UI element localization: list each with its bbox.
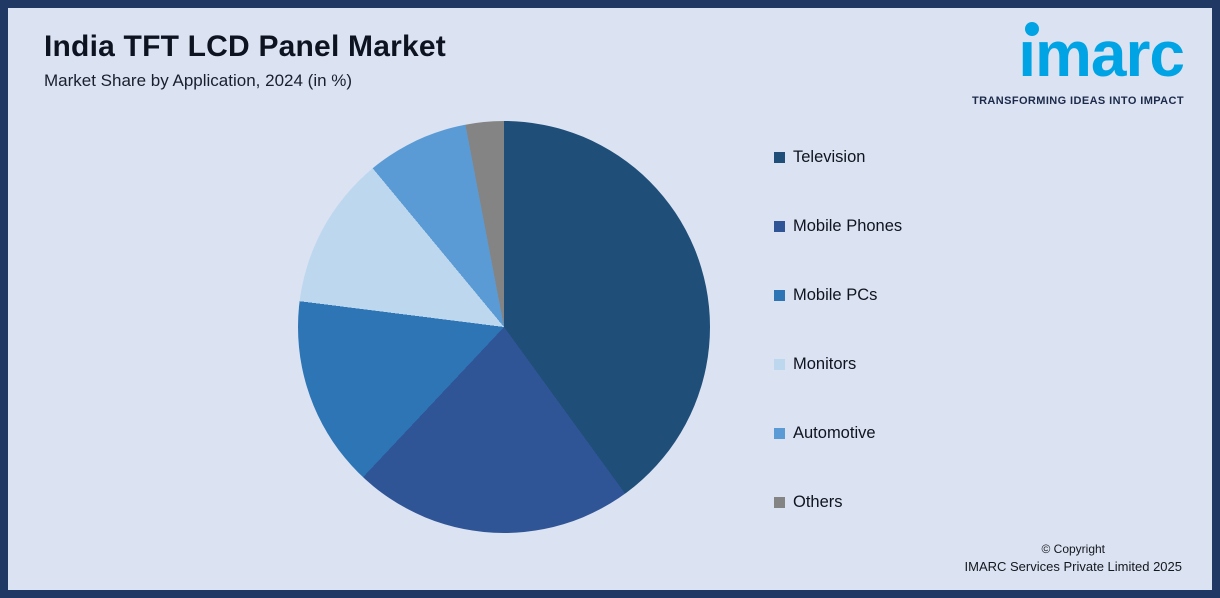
chart-legend: Television Mobile Phones Mobile PCs Moni… bbox=[774, 148, 902, 512]
imarc-logo-mark: ımarc bbox=[1018, 16, 1185, 93]
legend-swatch bbox=[774, 428, 785, 439]
legend-item-mobile-pcs: Mobile PCs bbox=[774, 286, 902, 305]
imarc-logo: ımarc TRANSFORMING IDEAS INTO IMPACT bbox=[946, 16, 1185, 107]
page-title: India TFT LCD Panel Market bbox=[44, 30, 446, 63]
legend-label: Others bbox=[793, 493, 843, 511]
logo-dot-icon bbox=[1025, 22, 1040, 36]
legend-label: Automotive bbox=[793, 424, 876, 442]
legend-label: Mobile Phones bbox=[793, 217, 903, 235]
legend-item-monitors: Monitors bbox=[774, 355, 902, 374]
legend-swatch bbox=[774, 359, 785, 370]
legend-label: Television bbox=[793, 148, 866, 166]
legend-item-others: Others bbox=[774, 493, 902, 512]
legend-label: Monitors bbox=[793, 355, 857, 373]
legend-item-automotive: Automotive bbox=[774, 424, 902, 443]
logo-text: ımarc bbox=[1018, 18, 1185, 90]
legend-swatch bbox=[774, 497, 785, 508]
legend-swatch bbox=[774, 221, 785, 232]
copyright-line: © Copyright bbox=[1041, 542, 1106, 556]
logo-tagline: TRANSFORMING IDEAS INTO IMPACT bbox=[971, 94, 1184, 107]
copyright-company-line: IMARC Services Private Limited 2025 bbox=[964, 559, 1182, 574]
legend-swatch bbox=[774, 290, 785, 301]
legend-item-mobile-phones: Mobile Phones bbox=[774, 217, 902, 236]
pie-chart bbox=[298, 121, 710, 533]
copyright-notice: © Copyright IMARC Services Private Limit… bbox=[965, 542, 1182, 574]
legend-label: Mobile PCs bbox=[793, 286, 878, 304]
chart-subtitle: Market Share by Application, 2024 (in %) bbox=[44, 71, 353, 90]
legend-item-television: Television bbox=[774, 148, 902, 167]
legend-swatch bbox=[774, 152, 785, 163]
